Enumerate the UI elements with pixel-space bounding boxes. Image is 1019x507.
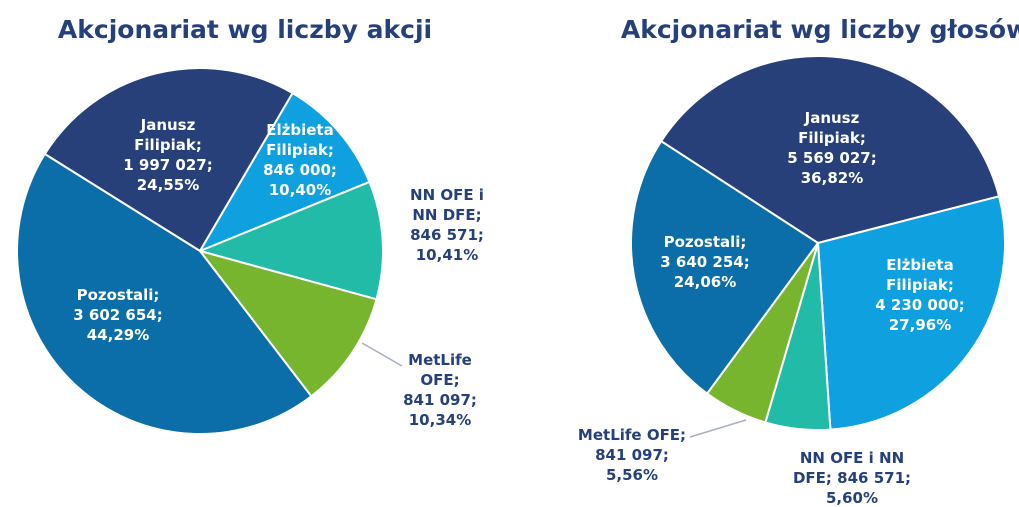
slice-label: Pozostali; 3 640 254; 24,06% [650,232,760,292]
percent: 10,40% [268,181,332,199]
percent: 27,96% [888,316,952,334]
percent: 5,56% [605,466,659,484]
value: 4 230 000; [875,296,965,314]
value: 1 997 027; [123,156,213,174]
value: 841 097; [403,391,477,409]
slice-label: Janusz Filipiak; 5 569 027; 36,82% [777,108,887,188]
value: 841 097; [595,446,669,464]
percent: 10,34% [408,411,472,429]
slice-label: NN OFE i NN DFE; 846 571; 5,60% [782,448,922,507]
percent: 5,60% [825,489,879,507]
pie-slice [630,139,820,395]
category: Elżbieta Filipiak; [266,121,334,159]
slice-label: MetLife OFE; 841 097; 10,34% [390,350,490,430]
pie-slice [43,67,294,253]
slices [16,55,1006,435]
value: 5 569 027; [787,149,877,167]
percent: 10,41% [415,246,479,264]
category: Elżbieta Filipiak; [886,256,954,294]
category: NN OFE i NN DFE; [410,186,484,224]
value: 846 571; [837,469,912,487]
category: NN OFE i NN DFE; [792,449,905,487]
category: MetLife OFE; [408,351,472,389]
category: Pozostali; [663,233,747,251]
percent: 24,06% [673,273,737,291]
slice-label: NN OFE i NN DFE; 846 571; 10,41% [397,185,497,265]
slice-label: Elżbieta Filipiak; 846 000; 10,40% [250,120,350,200]
category: Janusz Filipiak; [798,109,866,147]
percent: 36,82% [800,169,864,187]
category: Janusz Filipiak; [134,116,202,154]
percent: 24,55% [136,176,200,194]
slice-label: MetLife OFE; 841 097; 5,56% [567,425,697,485]
value: 846 000; [263,161,337,179]
category: MetLife OFE; [577,426,687,444]
value: 3 640 254; [660,253,750,271]
pie-slice [197,91,371,254]
pie-slice [816,195,1006,431]
value: 846 571; [410,226,484,244]
pie-slice [196,180,384,301]
slice-label: Pozostali; 3 602 654; 44,29% [58,285,178,345]
pie-slice [197,249,378,398]
pie-slice [659,55,1001,245]
category: Pozostali; [76,286,160,304]
chart-title: Akcjonariat wg liczby głosów [621,15,1019,44]
leader-line [361,342,403,367]
chart-title: Akcjonariat wg liczby akcji [58,15,432,44]
percent: 44,29% [86,326,150,344]
slice-label: Elżbieta Filipiak; 4 230 000; 27,96% [865,255,975,335]
slice-label: Janusz Filipiak; 1 997 027; 24,55% [118,115,218,195]
leader-line [689,419,747,438]
pie-slice [16,152,313,435]
value: 3 602 654; [73,306,163,324]
